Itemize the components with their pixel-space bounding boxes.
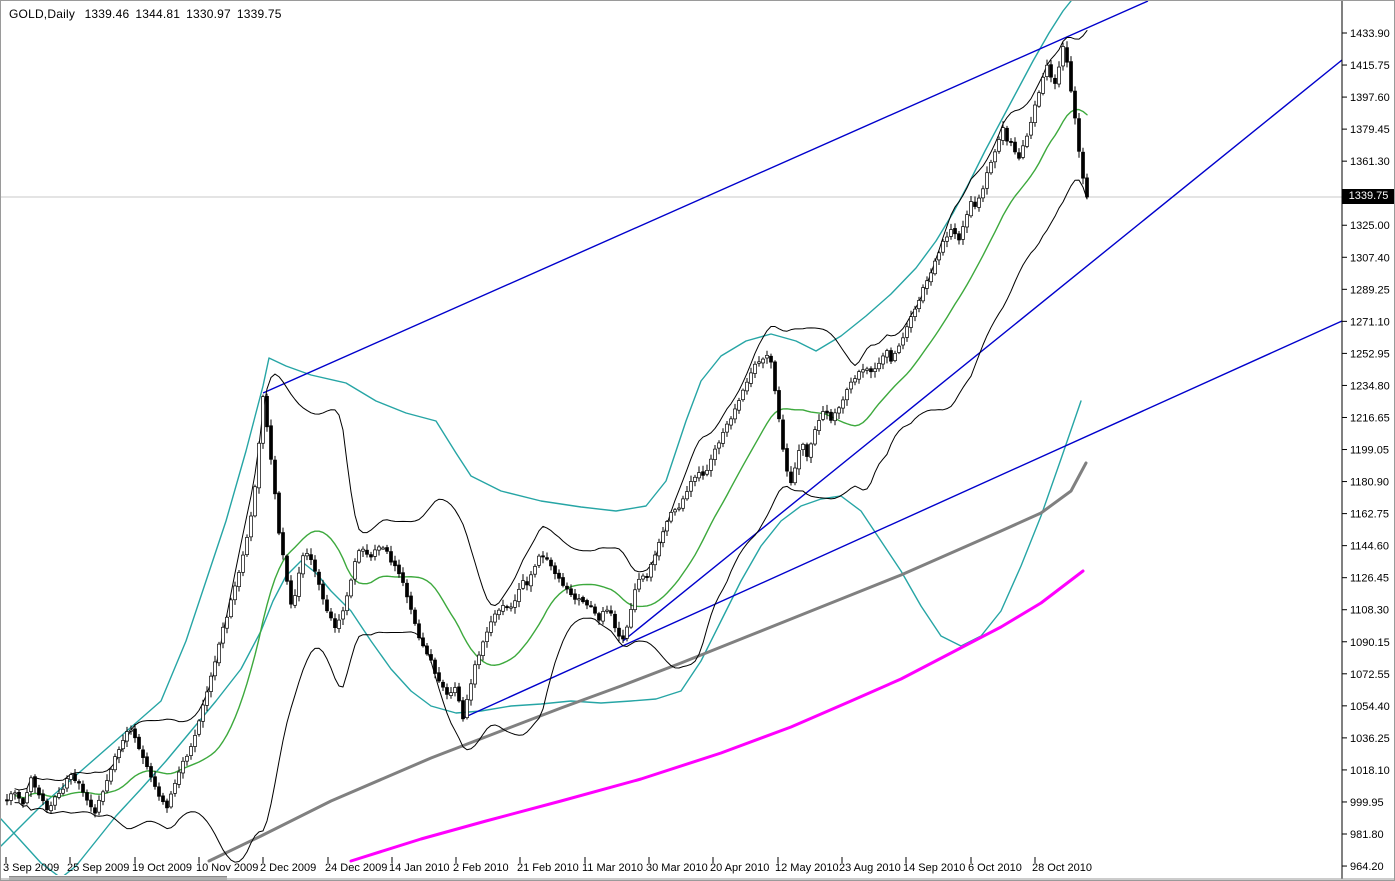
price-axis-label: 999.95 — [1350, 797, 1384, 809]
price-axis-label: 1307.40 — [1350, 252, 1390, 264]
price-axis-label: 1199.05 — [1350, 445, 1389, 457]
low-value: 1330.97 — [186, 7, 231, 21]
price-axis-label: 1415.75 — [1350, 60, 1390, 72]
date-axis-label: 20 Apr 2010 — [710, 862, 769, 874]
price-axis-label: 1018.10 — [1350, 765, 1390, 777]
chart-title: GOLD,Daily 1339.46 1344.81 1330.97 1339.75 — [9, 7, 288, 21]
price-axis-label: 1090.15 — [1350, 637, 1390, 649]
date-axis-label: 21 Feb 2010 — [517, 862, 579, 874]
candlestick-series — [5, 41, 1089, 818]
date-axis-label: 23 Aug 2010 — [839, 862, 901, 874]
price-axis-label: 1325.00 — [1350, 220, 1390, 232]
price-axis-label: 1036.25 — [1350, 733, 1390, 745]
price-axis-label: 1144.60 — [1350, 541, 1389, 553]
date-axis-label: 14 Jan 2010 — [389, 862, 450, 874]
high-value: 1344.81 — [135, 7, 181, 21]
date-axis-label: 24 Dec 2009 — [325, 862, 387, 874]
price-axis-label: 981.80 — [1350, 829, 1384, 841]
price-axis-label: 1252.95 — [1350, 348, 1390, 360]
close-value: 1339.75 — [236, 7, 282, 21]
date-axis-label: 19 Oct 2009 — [132, 862, 192, 874]
current-price-badge: 1339.75 — [1342, 189, 1394, 204]
price-axis-label: 1162.75 — [1350, 509, 1389, 521]
price-axis-label: 1072.55 — [1350, 669, 1390, 681]
price-axis-label: 1108.30 — [1350, 605, 1389, 617]
price-axis-label: 1289.25 — [1350, 284, 1390, 296]
gray-ma-line — [207, 461, 1088, 863]
date-axis-label: 11 Mar 2010 — [582, 862, 643, 874]
price-axis-label: 964.20 — [1350, 861, 1384, 873]
date-axis-label: 10 Nov 2009 — [196, 862, 258, 874]
open-value: 1339.46 — [84, 7, 130, 21]
bollinger-lower-line — [14, 179, 1088, 863]
price-axis-label: 1397.60 — [1350, 92, 1390, 104]
bollinger-bands — [14, 30, 1088, 863]
date-axis-label: 3 Sep 2009 — [3, 862, 59, 874]
price-axis-label: 1361.30 — [1350, 156, 1390, 168]
lower-channel-line[interactable] — [462, 320, 1342, 719]
bollinger-upper-line — [14, 30, 1088, 791]
date-axis-label: 12 May 2010 — [775, 862, 839, 874]
green-sma-line — [14, 108, 1088, 799]
envelope-lower-line — [1, 400, 1082, 875]
date-axis-label: 14 Sep 2010 — [903, 862, 965, 874]
date-axis-label: 6 Oct 2010 — [968, 862, 1022, 874]
date-axis-label: 25 Sep 2009 — [67, 862, 129, 874]
price-axis-label: 1180.90 — [1350, 477, 1389, 489]
price-axis-label: 1054.40 — [1350, 701, 1390, 713]
price-axis-label: 1433.90 — [1350, 28, 1390, 40]
symbol-period-label: GOLD,Daily — [9, 7, 76, 21]
h-scrollbar-thumb[interactable] — [9, 876, 227, 880]
upper-channel-line[interactable] — [262, 1, 1149, 394]
price-axis-label: 1379.45 — [1350, 124, 1390, 136]
date-axis-label: 28 Oct 2010 — [1032, 862, 1092, 874]
price-axis-label: 1216.65 — [1350, 412, 1390, 424]
price-axis-label: 1126.45 — [1350, 573, 1389, 585]
date-axis-label: 30 Mar 2010 — [646, 862, 708, 874]
price-axis-label: 1271.10 — [1350, 316, 1390, 328]
inner-uptrend-line[interactable] — [622, 59, 1342, 642]
date-axis-label: 2 Dec 2009 — [260, 862, 316, 874]
date-axis-label: 2 Feb 2010 — [453, 862, 509, 874]
magenta-ma-line — [349, 569, 1085, 863]
price-axis-label: 1234.80 — [1350, 380, 1390, 392]
plot-area — [1, 1, 1342, 875]
